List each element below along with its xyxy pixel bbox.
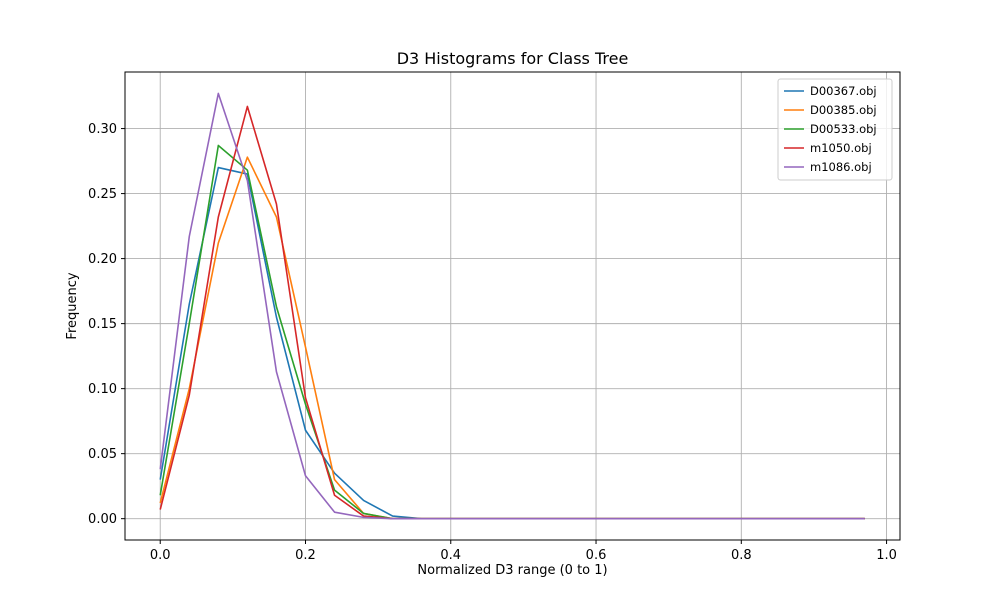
x-tick-label: 0.6 (586, 548, 607, 563)
legend-label: m1050.obj (810, 141, 872, 155)
y-axis-label: Frequency (65, 272, 80, 339)
legend-label: D00385.obj (810, 103, 877, 117)
legend-label: D00533.obj (810, 122, 877, 136)
legend-label: D00367.obj (810, 84, 877, 98)
y-tick-label: 0.25 (88, 187, 117, 202)
y-tick-label: 0.05 (88, 447, 117, 462)
x-tick-label: 0.4 (440, 548, 461, 563)
y-tick-label: 0.10 (88, 382, 117, 397)
x-tick-label: 1.0 (876, 548, 897, 563)
legend: D00367.obj D00385.obj D00533.obj m1050.obj m… (777, 78, 893, 181)
y-tick-label: 0.20 (88, 252, 117, 267)
y-tick-label: 0.15 (88, 317, 117, 332)
x-axis-label: Normalized D3 range (0 to 1) (417, 563, 607, 578)
x-tick-label: 0.2 (295, 548, 316, 563)
chart-title: D3 Histograms for Class Tree (397, 49, 629, 68)
series-lines (159, 92, 865, 520)
x-tick-label: 0.8 (731, 548, 752, 563)
legend-label: m1086.obj (810, 160, 872, 174)
y-tick-label: 0.00 (88, 512, 117, 527)
y-tick-label: 0.30 (88, 122, 117, 137)
series-line-4 (159, 92, 865, 520)
y-axis-ticks: 0.00 0.05 0.10 0.15 0.20 0.25 0.30 (88, 122, 125, 527)
plot-frame (124, 71, 901, 541)
legend-box (777, 78, 893, 181)
x-tick-label: 0.0 (150, 548, 171, 563)
x-axis-ticks: 0.0 0.2 0.4 0.6 0.8 1.0 (150, 540, 897, 563)
